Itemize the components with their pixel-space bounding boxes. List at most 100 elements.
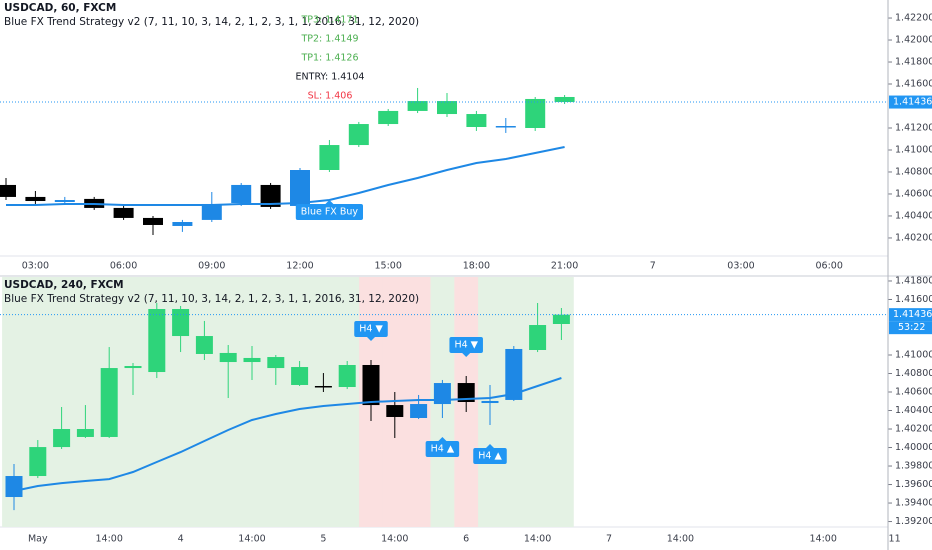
x-tick-label: 21:00 (551, 261, 578, 272)
candle-body (231, 184, 252, 203)
y-tick-label: 1.42000 (895, 35, 932, 46)
candle-body (319, 145, 340, 170)
candle-body (219, 352, 237, 363)
signal-zone (216, 277, 241, 527)
price-label-box (889, 95, 932, 109)
x-tick-label: 18:00 (463, 261, 490, 272)
candle-body (25, 196, 46, 202)
level-label: TP1: 1.4126 (300, 53, 358, 64)
level-label: TP3: 1.4171 (300, 15, 358, 26)
x-tick-label: 12:00 (286, 261, 313, 272)
signal-pointer (325, 199, 334, 204)
x-tick-label: 14:00 (810, 534, 837, 545)
x-tick-label: 4 (178, 534, 184, 545)
x-tick-label: 6 (463, 534, 469, 545)
signal-zone (287, 277, 312, 527)
chart-title: USDCAD, 240, FXCM (4, 279, 124, 291)
candle-body (53, 429, 71, 448)
signal-zone (73, 277, 98, 527)
candle-body (338, 364, 356, 388)
signal-label: H4 ▼ (354, 320, 388, 341)
countdown: 53:22 (898, 322, 925, 333)
y-tick-label: 1.40800 (895, 166, 932, 177)
candle-body (457, 383, 475, 402)
signal-label: Blue FX Buy (295, 199, 364, 220)
candle-body (290, 170, 310, 206)
candle-body (172, 309, 190, 337)
price-label-box (889, 308, 932, 322)
candle-body (495, 126, 516, 128)
y-tick-label: 1.40600 (895, 387, 932, 398)
candle-body (466, 114, 487, 128)
y-tick-label: 1.41800 (895, 57, 932, 68)
y-tick-label: 1.40400 (895, 405, 932, 416)
signal-zone (240, 277, 265, 527)
candle-body (525, 98, 546, 128)
y-tick-label: 1.41000 (895, 349, 932, 360)
y-tick-label: 1.40600 (895, 188, 932, 199)
chart-title: USDCAD, 60, FXCM (4, 2, 116, 14)
x-tick-label: 14:00 (667, 534, 694, 545)
signal-label: H4 ▲ (425, 437, 460, 458)
chart-subtitle: Blue FX Trend Strategy v2 (7, 11, 10, 3,… (4, 16, 419, 28)
candle-body (386, 405, 404, 417)
signal-label: H4 ▼ (449, 337, 483, 358)
candle-body (5, 476, 23, 498)
signal-zone (192, 277, 217, 527)
countdown-box (889, 321, 932, 335)
candle-body (437, 101, 457, 115)
signal-text: H4 ▲ (478, 451, 502, 462)
x-tick-label: 15:00 (375, 261, 402, 272)
signal-zone (49, 277, 74, 527)
candle-body (552, 314, 570, 325)
y-tick-label: 1.40000 (895, 442, 932, 453)
candle-body (76, 429, 94, 437)
candle-body (267, 357, 285, 369)
candle-body (362, 364, 380, 406)
candle-body (172, 222, 193, 226)
candle-body (378, 110, 399, 125)
signal-label: H4 ▲ (473, 444, 507, 465)
x-tick-label: 7 (650, 261, 656, 272)
signal-pointer (486, 444, 494, 449)
pane: H4 ▼ H4 ▲ H4 ▼ H4 ▲ USDCAD, 240, FXCM Blue FX… (0, 275, 932, 527)
x-tick-label: 03:00 (727, 261, 754, 272)
level-label: SL: 1.406 (308, 91, 353, 102)
level-label: ENTRY: 1.4104 (296, 72, 365, 83)
y-tick-label: 1.39200 (895, 516, 932, 527)
candle-body (481, 400, 499, 404)
signal-zone (335, 277, 360, 527)
x-tick-label: 14:00 (96, 534, 123, 545)
signal-pointer (367, 336, 375, 341)
moving-average (13, 377, 562, 492)
candle-body (407, 101, 428, 111)
signal-zone (25, 277, 51, 527)
candle-body (148, 309, 166, 373)
x-tick-label: 14:00 (238, 534, 265, 545)
candle-body (0, 184, 16, 197)
x-tick-label: 14:00 (381, 534, 408, 545)
candle-body (113, 207, 134, 218)
y-tick-label: 1.39600 (895, 479, 932, 490)
y-tick-label: 1.41000 (895, 144, 932, 155)
y-tick-label: 1.41200 (895, 122, 932, 133)
y-tick-label: 1.42200 (895, 13, 932, 24)
candle-body (100, 368, 118, 437)
signal-text: H4 ▲ (431, 444, 455, 455)
y-tick-label: 1.40200 (895, 424, 932, 435)
candle-body (554, 96, 575, 103)
x-tick-label: 5 (320, 534, 326, 545)
candle-body (348, 124, 369, 146)
plot-area: H4 ▼ H4 ▲ H4 ▼ H4 ▲ (0, 277, 888, 527)
y-tick-label: 1.40400 (895, 210, 932, 221)
x-tick-label: 03:00 (22, 261, 49, 272)
signal-zone (311, 277, 336, 527)
candle-body (505, 348, 523, 400)
moving-average (6, 146, 565, 206)
y-tick-label: 1.40800 (895, 368, 932, 379)
level-label: TP2: 1.4149 (300, 34, 358, 45)
x-tick-label: May (28, 534, 48, 545)
candle-body (260, 184, 281, 207)
y-tick-label: 1.41600 (895, 79, 932, 90)
